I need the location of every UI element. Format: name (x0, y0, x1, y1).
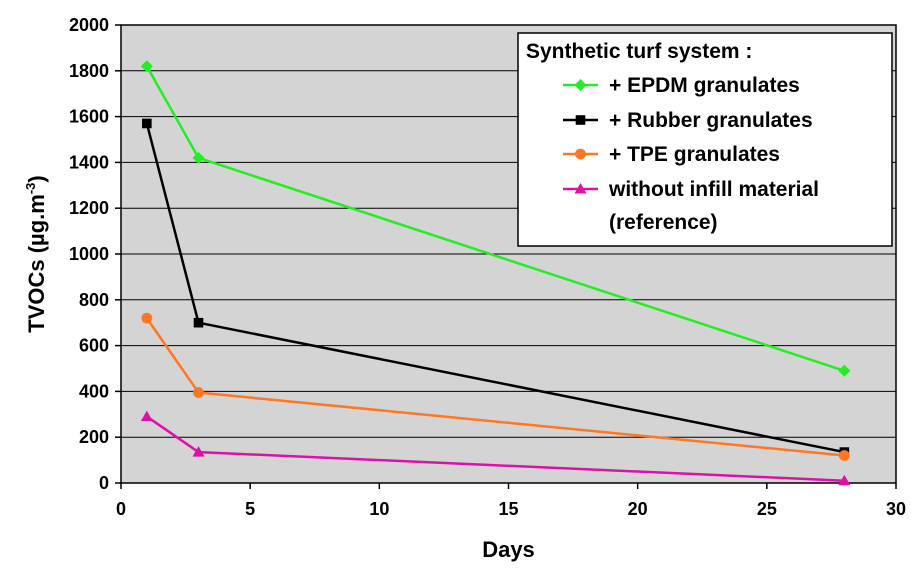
legend: Synthetic turf system : + EPDM granulate… (517, 32, 893, 247)
x-tick-label: 20 (628, 499, 648, 519)
x-tick-label: 10 (369, 499, 389, 519)
data-point (838, 364, 851, 377)
legend-title: Synthetic turf system : (526, 40, 752, 63)
legend-swatch-marker (574, 79, 587, 91)
legend-label: + EPDM granulates (609, 74, 800, 97)
x-tick-label: 5 (245, 499, 255, 519)
data-point (142, 118, 152, 129)
y-tick-label: 1400 (69, 152, 109, 172)
legend-items: + EPDM granulates + Rubber granulates + TP… (563, 74, 819, 234)
y-axis-title: TVOCs (µg.m-3) (23, 175, 49, 332)
legend-item: + Rubber granulates (563, 109, 813, 132)
data-point (141, 312, 153, 324)
y-tick-label: 200 (79, 427, 109, 447)
legend-item: + EPDM granulates (563, 74, 800, 97)
y-tick-label: 600 (79, 336, 109, 356)
x-tick-label: 25 (757, 499, 777, 519)
y-tick-label: 0 (99, 473, 109, 493)
series-1 (140, 60, 851, 377)
x-tick-label: 30 (886, 499, 906, 519)
data-point (140, 60, 153, 73)
y-tick-label: 1000 (69, 244, 109, 264)
series-4 (140, 410, 851, 486)
y-tick-label: 400 (79, 381, 109, 401)
legend-label: + Rubber granulates (609, 109, 813, 132)
x-tick-label: 0 (116, 499, 126, 519)
y-tick-label: 1600 (69, 107, 109, 127)
x-tick-label: 15 (498, 499, 518, 519)
legend-box (517, 32, 893, 247)
legend-item: without infill material (reference) (563, 178, 819, 234)
x-axis: 0 5 10 15 20 25 30 (116, 483, 906, 519)
data-point (192, 446, 205, 457)
x-axis-title: Days (482, 537, 535, 562)
data-point (193, 317, 204, 328)
legend-swatch-marker (575, 115, 586, 125)
legend-label: + TPE granulates (609, 143, 780, 166)
series-3 (141, 312, 850, 461)
legend-item: + TPE granulates (563, 143, 780, 166)
y-tick-label: 2000 (69, 15, 109, 35)
data-point (838, 450, 850, 461)
y-axis: 0 200 400 600 800 1000 1200 1400 1600 1800 2000 (69, 15, 121, 493)
y-axis-title-superscript: -3 (23, 183, 38, 195)
y-axis-title-end: ) (24, 175, 49, 182)
y-tick-label: 1800 (69, 61, 109, 81)
series-layer (140, 60, 851, 486)
y-axis-title-main: TVOCs (µg.m (24, 194, 49, 333)
legend-label: without infill material (608, 178, 819, 201)
data-point (192, 151, 205, 164)
data-point (193, 387, 204, 398)
y-tick-label: 1200 (69, 198, 109, 218)
data-point (838, 474, 851, 486)
legend-label-line2: (reference) (609, 211, 718, 234)
legend-swatch-marker (574, 183, 587, 194)
data-point (140, 410, 153, 422)
y-tick-label: 800 (79, 290, 109, 310)
legend-swatch-marker (575, 148, 586, 160)
